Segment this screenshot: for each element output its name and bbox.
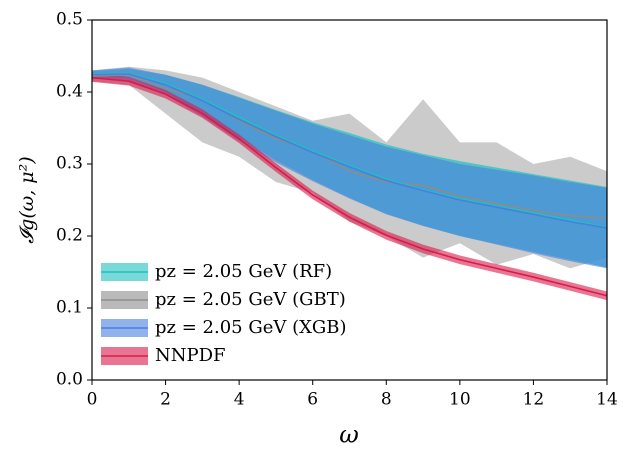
series-line [91, 76, 608, 297]
series-line [91, 72, 608, 229]
x-tick-label: 4 [234, 390, 245, 410]
error-band [92, 67, 607, 269]
x-tick-label: 10 [449, 390, 471, 410]
series-line [91, 73, 608, 229]
y-tick-label: 0.4 [56, 82, 83, 102]
y-tick-label: 0.2 [56, 226, 83, 246]
x-tick-label: 12 [523, 390, 545, 410]
series-line [91, 73, 608, 219]
plot-frame [91, 19, 608, 381]
y-tick-label: 0.0 [56, 370, 83, 390]
x-tick-label: 6 [307, 390, 318, 410]
x-tick-label: 8 [381, 390, 392, 410]
legend-label: pz = 2.05 GeV (XGB) [155, 317, 347, 338]
x-tick-label: 0 [87, 390, 98, 410]
y-axis-label: 𝓘g(ω, μ²) [16, 156, 38, 243]
x-axis-label: ω [339, 421, 359, 449]
x-tick-label: 14 [596, 390, 618, 410]
y-tick-label: 0.5 [56, 10, 83, 30]
legend-label: pz = 2.05 GeV (GBT) [155, 289, 346, 310]
legend-label: NNPDF [155, 345, 226, 366]
y-tick-label: 0.3 [56, 154, 83, 174]
error-band [92, 73, 607, 301]
legend-label: pz = 2.05 GeV (RF) [155, 261, 332, 282]
y-tick-label: 0.1 [56, 298, 83, 318]
x-tick-label: 2 [160, 390, 171, 410]
